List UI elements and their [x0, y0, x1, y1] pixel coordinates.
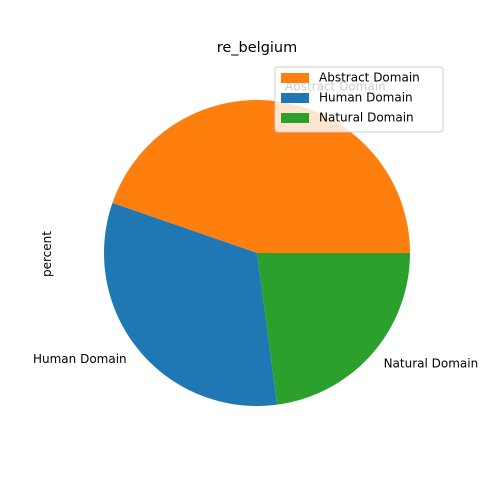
pie-slice-human-domain — [104, 202, 278, 406]
legend-swatch-human-domain — [281, 93, 309, 103]
legend-label-natural-domain: Natural Domain — [319, 111, 414, 125]
y-axis-label: percent — [40, 231, 54, 277]
legend-label-abstract-domain: Abstract Domain — [319, 71, 420, 85]
legend-frame — [274, 66, 444, 133]
pie-slice-natural-domain — [257, 253, 410, 405]
legend-label-human-domain: Human Domain — [319, 91, 413, 105]
legend: Abstract Domain Human Domain Natural Domai… — [274, 66, 444, 133]
legend-swatch-abstract-domain — [281, 73, 309, 83]
pie-label-natural-domain: Natural Domain — [384, 356, 479, 370]
chart-title: re_belgium — [217, 40, 298, 56]
legend-items: Abstract Domain Human Domain Natural Domai… — [281, 71, 420, 125]
pie-slices — [104, 100, 410, 406]
pie-slice-abstract-domain — [112, 100, 410, 253]
pie-label-human-domain: Human Domain — [33, 352, 127, 366]
legend-swatch-natural-domain — [281, 113, 309, 123]
